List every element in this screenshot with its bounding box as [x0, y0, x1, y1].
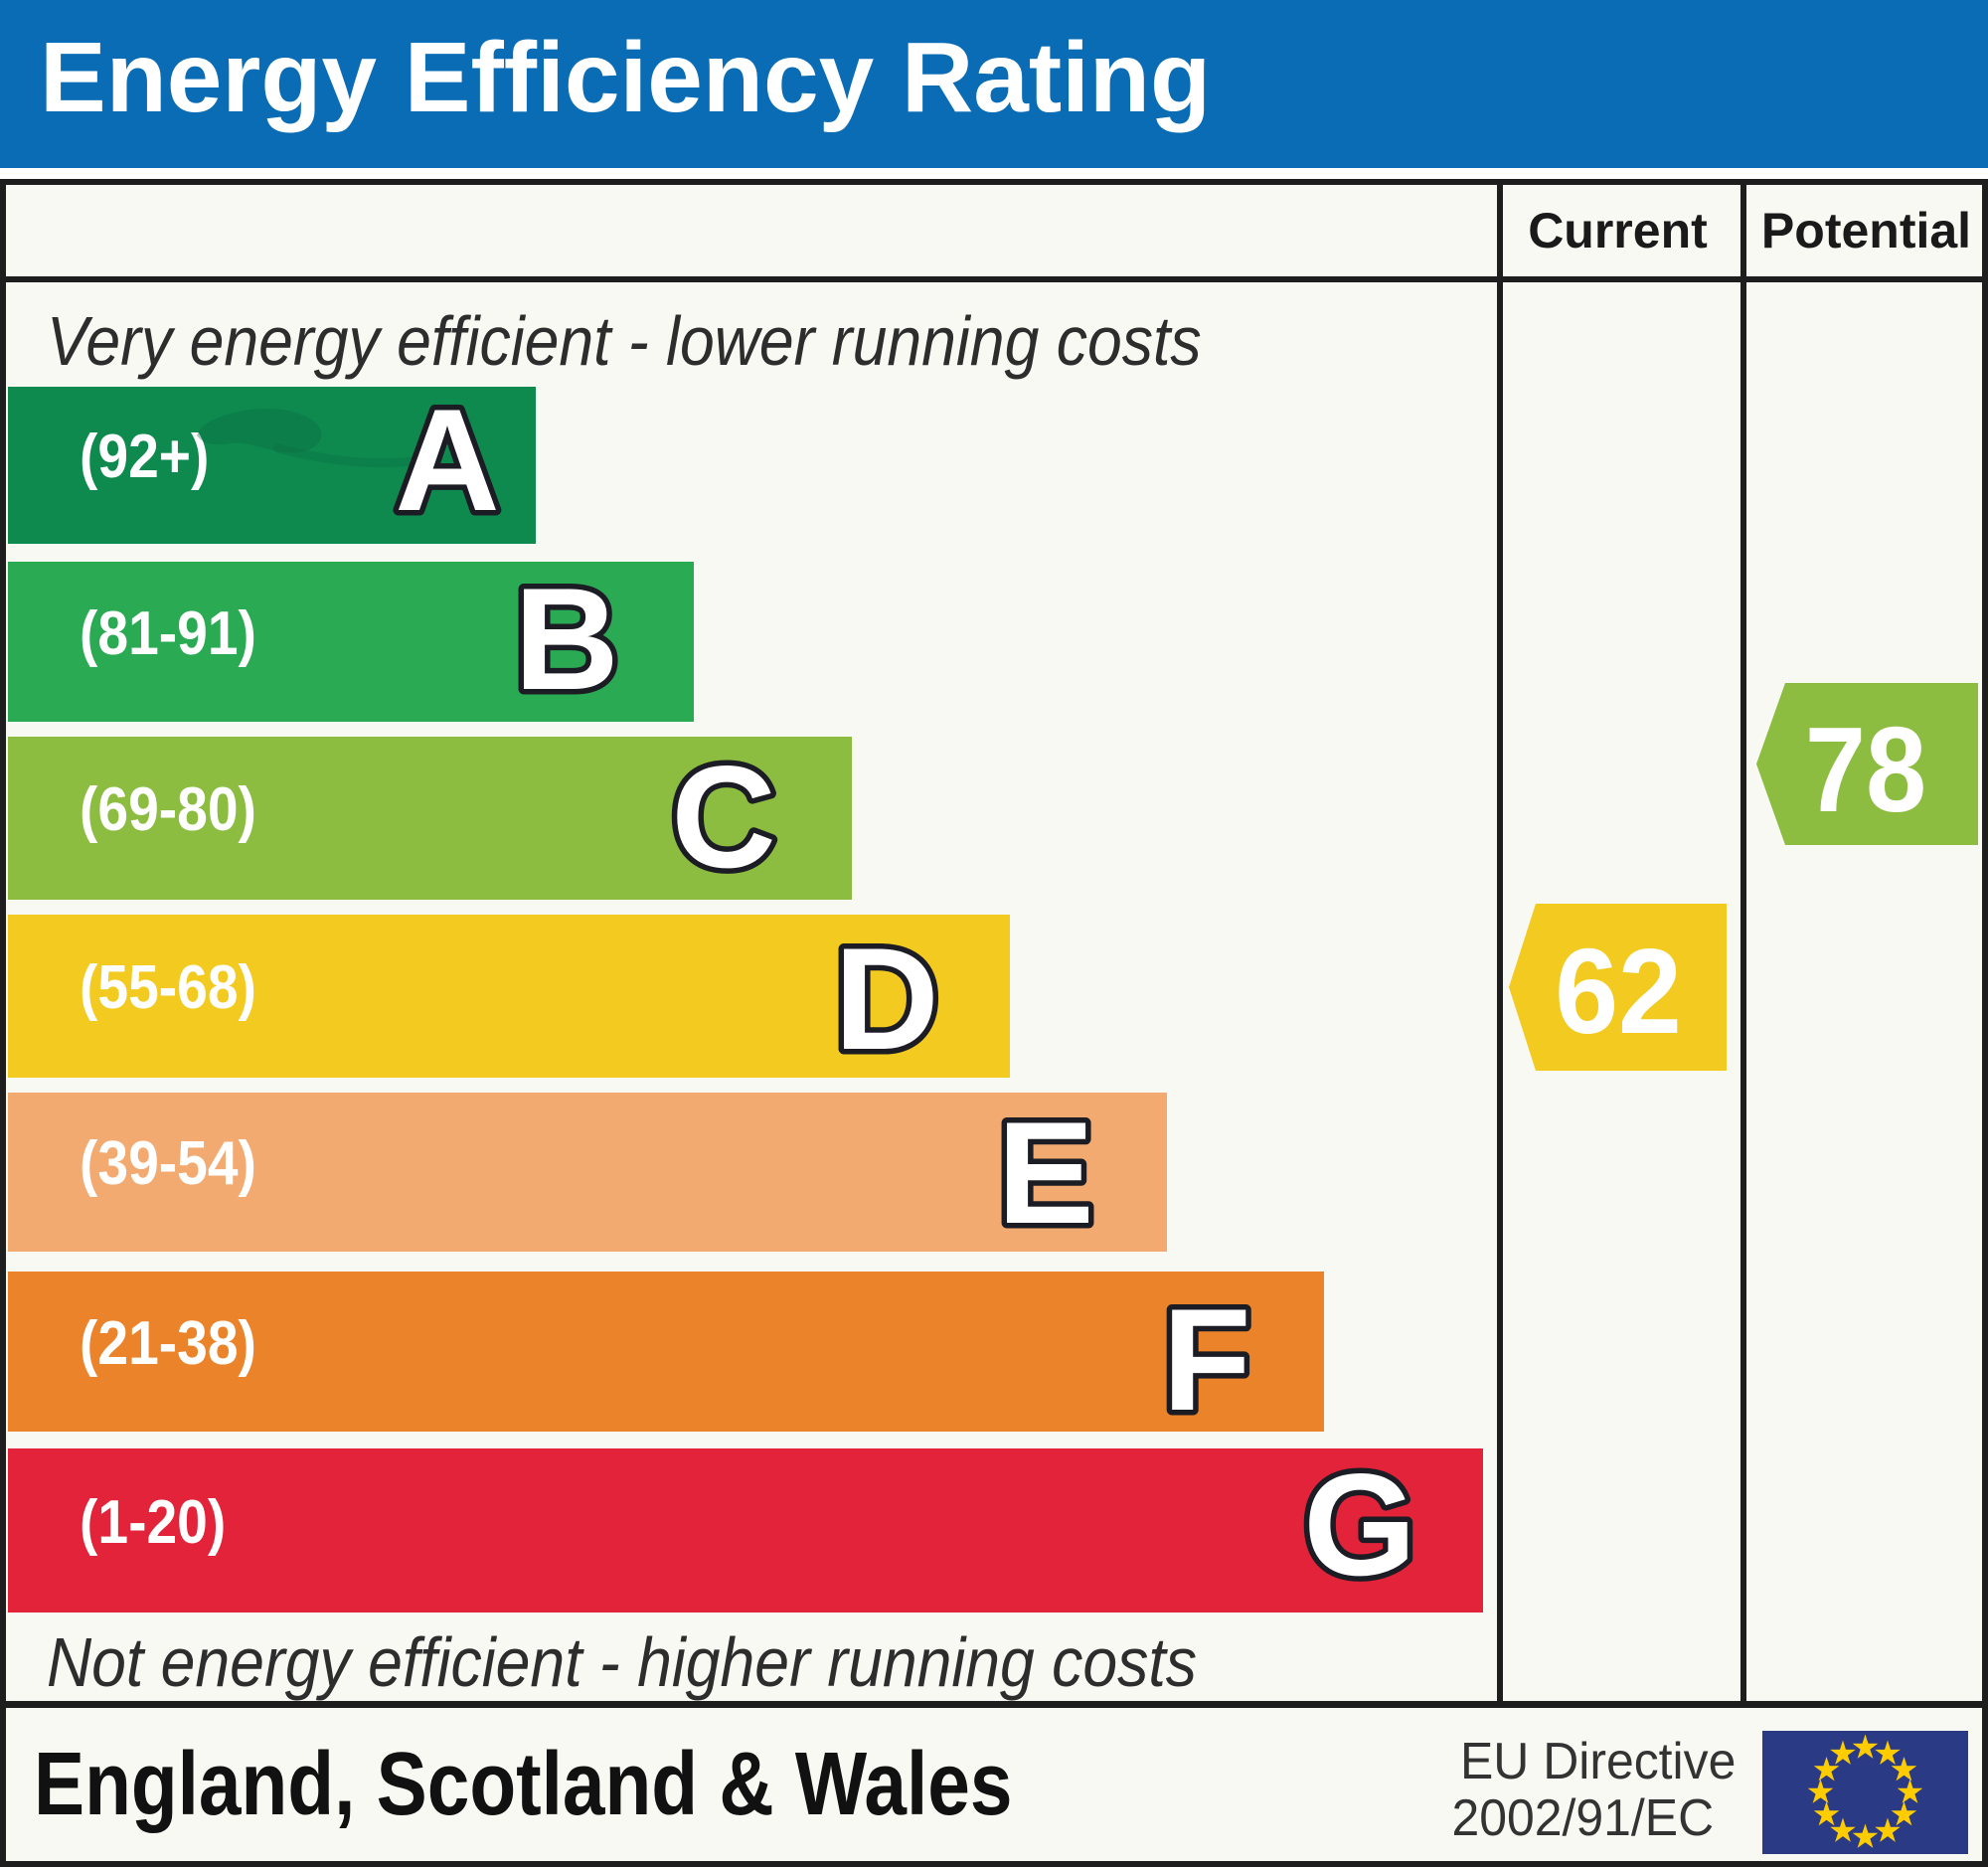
svg-text:E: E — [997, 1092, 1093, 1254]
svg-text:78: 78 — [1805, 702, 1926, 838]
svg-text:F: F — [1162, 1278, 1250, 1441]
svg-text:G: G — [1303, 1443, 1416, 1606]
svg-text:D: D — [834, 918, 938, 1080]
svg-text:B: B — [514, 558, 618, 720]
svg-text:A: A — [395, 379, 499, 541]
svg-text:62: 62 — [1555, 925, 1682, 1060]
svg-text:C: C — [671, 736, 775, 898]
